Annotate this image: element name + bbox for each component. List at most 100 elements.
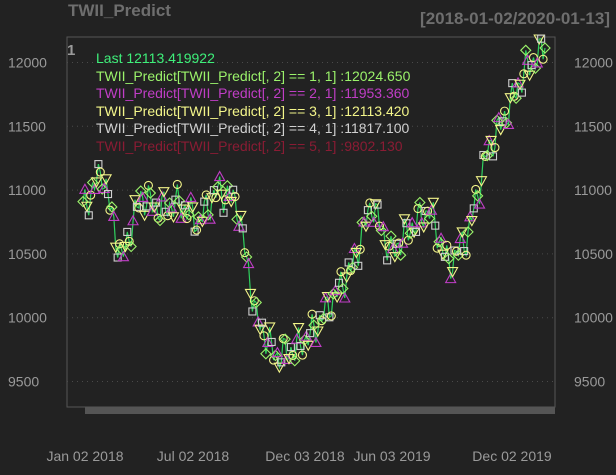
- marker-class-4: [411, 227, 421, 236]
- marker-class-3: [244, 288, 257, 300]
- marker-class-4: [142, 202, 151, 211]
- marker-class-5: [297, 350, 308, 360]
- marker-class-3: [215, 189, 228, 201]
- marker-class-3: [148, 202, 161, 214]
- marker-class-4: [238, 224, 247, 233]
- marker-class-4: [171, 195, 180, 204]
- marker-class-4: [219, 208, 228, 217]
- marker-class-2: [367, 216, 380, 227]
- marker-class-1: [269, 349, 282, 362]
- marker-class-4: [392, 239, 401, 248]
- marker-class-1: [337, 282, 349, 295]
- marker-class-3: [504, 93, 517, 104]
- marker-class-3: [234, 210, 247, 222]
- x-tick-label: Dec 03 2018: [265, 448, 345, 464]
- y-axis-left: 9500 10000 10500 11000 11500 12000: [8, 55, 47, 390]
- marker-class-5: [259, 331, 269, 341]
- date-range: [2018-01-02/2020-01-13]: [420, 9, 610, 28]
- marker-class-2: [309, 336, 322, 348]
- marker-class-4: [508, 79, 517, 88]
- marker-class-1: [173, 195, 186, 207]
- marker-class-3: [437, 249, 449, 261]
- marker-class-5: [201, 190, 211, 200]
- marker-class-5: [490, 143, 500, 153]
- marker-class-2: [483, 134, 496, 146]
- marker-class-3: [446, 267, 459, 278]
- marker-class-1: [125, 240, 137, 253]
- marker-class-2: [261, 336, 274, 348]
- marker-class-1: [144, 187, 157, 199]
- marker-class-4: [277, 358, 286, 367]
- marker-class-2: [281, 353, 293, 364]
- marker-class-1: [481, 149, 494, 162]
- marker-class-1: [519, 44, 532, 57]
- x-tick-label: Dec 02 2019: [472, 448, 552, 464]
- marker-class-2: [435, 232, 447, 243]
- marker-class-4: [296, 341, 305, 351]
- marker-class-2: [271, 346, 284, 358]
- marker-class-3: [196, 216, 209, 228]
- marker-layer: [77, 34, 551, 374]
- marker-class-3: [494, 125, 507, 136]
- y-tick-label: 9500: [8, 373, 39, 389]
- series-line-last: [82, 38, 546, 370]
- marker-class-2: [223, 190, 236, 201]
- marker-class-2: [213, 170, 226, 182]
- marker-class-1: [423, 212, 436, 225]
- marker-class-2: [107, 210, 120, 221]
- y-tick-label: 11000: [574, 182, 612, 198]
- marker-class-4: [152, 198, 161, 207]
- marker-class-1: [260, 348, 272, 360]
- marker-class-1: [154, 214, 166, 227]
- marker-class-5: [240, 248, 250, 258]
- y-tick-label: 11500: [574, 118, 612, 134]
- marker-class-5: [519, 69, 529, 79]
- marker-class-2: [473, 197, 486, 209]
- y-tick-label: 10000: [8, 310, 47, 326]
- marker-class-5: [115, 239, 125, 249]
- marker-class-1: [298, 334, 311, 346]
- marker-class-5: [374, 221, 385, 231]
- marker-class-1: [433, 235, 445, 248]
- marker-class-4: [123, 227, 132, 236]
- marker-class-1: [346, 261, 359, 274]
- marker-class-3: [80, 201, 93, 213]
- chart-title: TWII_Predict: [68, 1, 171, 20]
- marker-class-1: [106, 201, 118, 213]
- marker-class-2: [127, 214, 139, 226]
- marker-class-4: [132, 202, 141, 211]
- legend-item-class-5: TWII_Predict[TWII_Predict[, 2] == 5, 1] …: [96, 137, 403, 154]
- marker-class-3: [157, 187, 170, 198]
- marker-class-3: [465, 216, 478, 227]
- marker-class-2: [425, 204, 438, 215]
- marker-class-2: [444, 272, 457, 284]
- marker-class-3: [186, 202, 199, 214]
- legend-item-class-3: TWII_Predict[TWII_Predict[, 2] == 3, 1] …: [96, 102, 410, 119]
- marker-class-1: [183, 208, 195, 221]
- panel-label: 1: [67, 42, 75, 59]
- marker-class-1: [414, 196, 426, 209]
- marker-class-1: [288, 354, 301, 367]
- marker-class-1: [163, 197, 176, 209]
- y-axis-right: 9500 10000 10500 11000 11500 12000: [574, 55, 613, 390]
- marker-class-5: [211, 193, 221, 203]
- marker-class-2: [175, 212, 188, 223]
- marker-class-4: [537, 34, 546, 43]
- marker-class-5: [461, 250, 471, 260]
- marker-class-3: [273, 362, 286, 374]
- marker-class-3: [292, 322, 305, 334]
- y-tick-label: 9500: [574, 373, 605, 389]
- marker-class-1: [192, 211, 205, 223]
- marker-class-3: [523, 70, 536, 82]
- marker-class-3: [254, 324, 267, 336]
- marker-class-1: [385, 230, 397, 242]
- x-tick-label: Jul 02 2018: [157, 448, 230, 464]
- marker-class-5: [182, 214, 192, 224]
- marker-class-4: [402, 219, 411, 228]
- marker-class-4: [517, 88, 526, 97]
- marker-class-1: [394, 249, 407, 261]
- marker-class-1: [539, 42, 551, 54]
- y-tick-label: 10500: [8, 246, 47, 262]
- marker-class-4: [334, 278, 344, 287]
